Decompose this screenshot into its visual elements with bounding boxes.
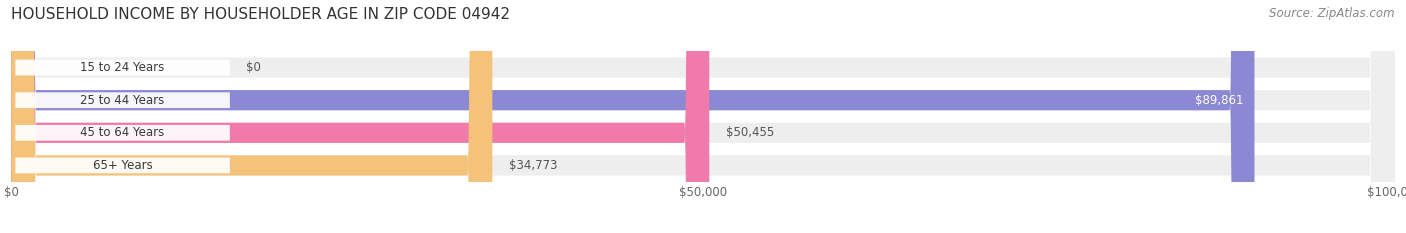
FancyBboxPatch shape bbox=[15, 92, 229, 108]
FancyBboxPatch shape bbox=[11, 0, 1395, 233]
FancyBboxPatch shape bbox=[11, 0, 1254, 233]
Text: $89,861: $89,861 bbox=[1195, 94, 1243, 107]
Text: 15 to 24 Years: 15 to 24 Years bbox=[80, 61, 165, 74]
FancyBboxPatch shape bbox=[11, 0, 1395, 233]
FancyBboxPatch shape bbox=[15, 60, 229, 75]
Text: 45 to 64 Years: 45 to 64 Years bbox=[80, 126, 165, 139]
Text: $34,773: $34,773 bbox=[509, 159, 557, 172]
FancyBboxPatch shape bbox=[11, 0, 1395, 233]
Text: $0: $0 bbox=[246, 61, 262, 74]
Text: HOUSEHOLD INCOME BY HOUSEHOLDER AGE IN ZIP CODE 04942: HOUSEHOLD INCOME BY HOUSEHOLDER AGE IN Z… bbox=[11, 7, 510, 22]
Text: $50,455: $50,455 bbox=[725, 126, 775, 139]
FancyBboxPatch shape bbox=[11, 0, 709, 233]
FancyBboxPatch shape bbox=[15, 125, 229, 141]
FancyBboxPatch shape bbox=[15, 158, 229, 173]
Text: 65+ Years: 65+ Years bbox=[93, 159, 152, 172]
FancyBboxPatch shape bbox=[11, 0, 1395, 233]
Text: 25 to 44 Years: 25 to 44 Years bbox=[80, 94, 165, 107]
FancyBboxPatch shape bbox=[11, 0, 492, 233]
Text: Source: ZipAtlas.com: Source: ZipAtlas.com bbox=[1270, 7, 1395, 20]
